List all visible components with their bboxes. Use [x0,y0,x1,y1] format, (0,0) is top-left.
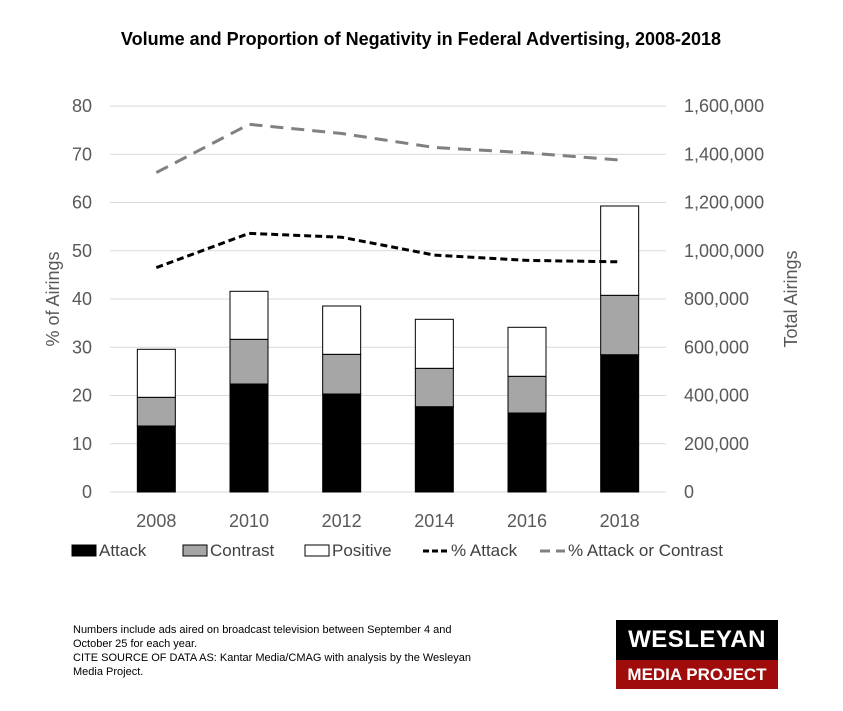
legend-swatch [304,544,330,557]
bar-contrast-2018 [600,294,640,356]
bar-contrast-2008 [136,396,176,427]
left-tick-label: 80 [72,96,92,116]
legend-item: % Attack [423,541,518,560]
right-tick-label: 0 [684,482,694,502]
legend-item: Contrast [182,541,275,560]
legend-swatch [71,544,97,557]
bar-positive-2008 [136,348,176,398]
right-axis-ticks: 0 200,000 400,000 600,000 800,000 1,000,000 1,… [684,96,764,502]
bars [136,205,640,493]
right-tick-label: 1,000,000 [684,241,764,261]
bar-positive-2010 [229,290,269,340]
right-tick-label: 800,000 [684,289,749,309]
logo-top-text: WESLEYAN [616,620,778,660]
bar-attack-2010 [229,383,269,493]
x-tick-label: 2010 [229,511,269,531]
line-attack-or-contrast [155,122,620,174]
legend-label: % Attack or Contrast [568,541,723,560]
left-tick-label: 50 [72,241,92,261]
left-tick-label: 70 [72,144,92,164]
right-tick-label: 200,000 [684,434,749,454]
legend: Attack Contrast Positive % Attack % Attack o… [71,541,723,560]
legend-label: Attack [99,541,147,560]
bar-contrast-2010 [229,338,269,385]
right-tick-label: 400,000 [684,386,749,406]
right-tick-label: 600,000 [684,337,749,357]
x-tick-label: 2018 [600,511,640,531]
left-tick-label: 40 [72,289,92,309]
left-tick-label: 10 [72,434,92,454]
footnote-line: CITE SOURCE OF DATA AS: Kantar Media/CMA… [73,652,471,664]
bar-contrast-2014 [414,367,454,408]
legend-item: Attack [71,541,147,560]
footnote: Numbers include ads aired on broadcast t… [73,623,543,679]
bar-positive-2016 [507,326,547,377]
left-axis-title: % of Airings [43,251,63,346]
legend-label: % Attack [451,541,518,560]
x-axis-ticks: 2008 2010 2012 2014 2016 2018 [136,511,639,531]
bar-contrast-2012 [322,353,362,395]
bar-contrast-2016 [507,375,547,414]
left-tick-label: 60 [72,193,92,213]
left-axis-ticks: 0 10 20 30 40 50 60 70 80 [72,96,92,502]
left-tick-label: 30 [72,337,92,357]
wesleyan-media-project-logo: WESLEYAN MEDIA PROJECT [616,620,778,689]
legend-item: % Attack or Contrast [540,541,723,560]
right-tick-label: 1,400,000 [684,144,764,164]
lines [155,122,620,270]
gridlines [110,105,666,493]
footnote-line: Media Project. [73,666,144,678]
x-tick-label: 2014 [414,511,454,531]
x-tick-label: 2016 [507,511,547,531]
bar-positive-2012 [322,305,362,355]
bar-attack-2008 [136,425,176,493]
bar-attack-2014 [414,406,454,493]
footnote-line: Numbers include ads aired on broadcast t… [73,624,452,636]
right-tick-label: 1,200,000 [684,193,764,213]
x-tick-label: 2008 [136,511,176,531]
bar-attack-2016 [507,412,547,493]
bar-attack-2012 [322,393,362,493]
legend-label: Contrast [210,541,275,560]
chart-title: Volume and Proportion of Negativity in F… [121,29,721,49]
legend-label: Positive [332,541,392,560]
legend-item: Positive [304,541,392,560]
left-tick-label: 20 [72,386,92,406]
logo-bottom-text: MEDIA PROJECT [616,660,778,689]
line-attack [155,231,620,270]
footnote-line: October 25 for each year. [73,638,198,650]
right-tick-label: 1,600,000 [684,96,764,116]
bar-positive-2018 [600,205,640,296]
right-axis-title: Total Airings [781,250,801,347]
legend-swatch [182,544,208,557]
left-tick-label: 0 [82,482,92,502]
bar-attack-2018 [600,354,640,493]
bar-positive-2014 [414,318,454,369]
x-tick-label: 2012 [322,511,362,531]
